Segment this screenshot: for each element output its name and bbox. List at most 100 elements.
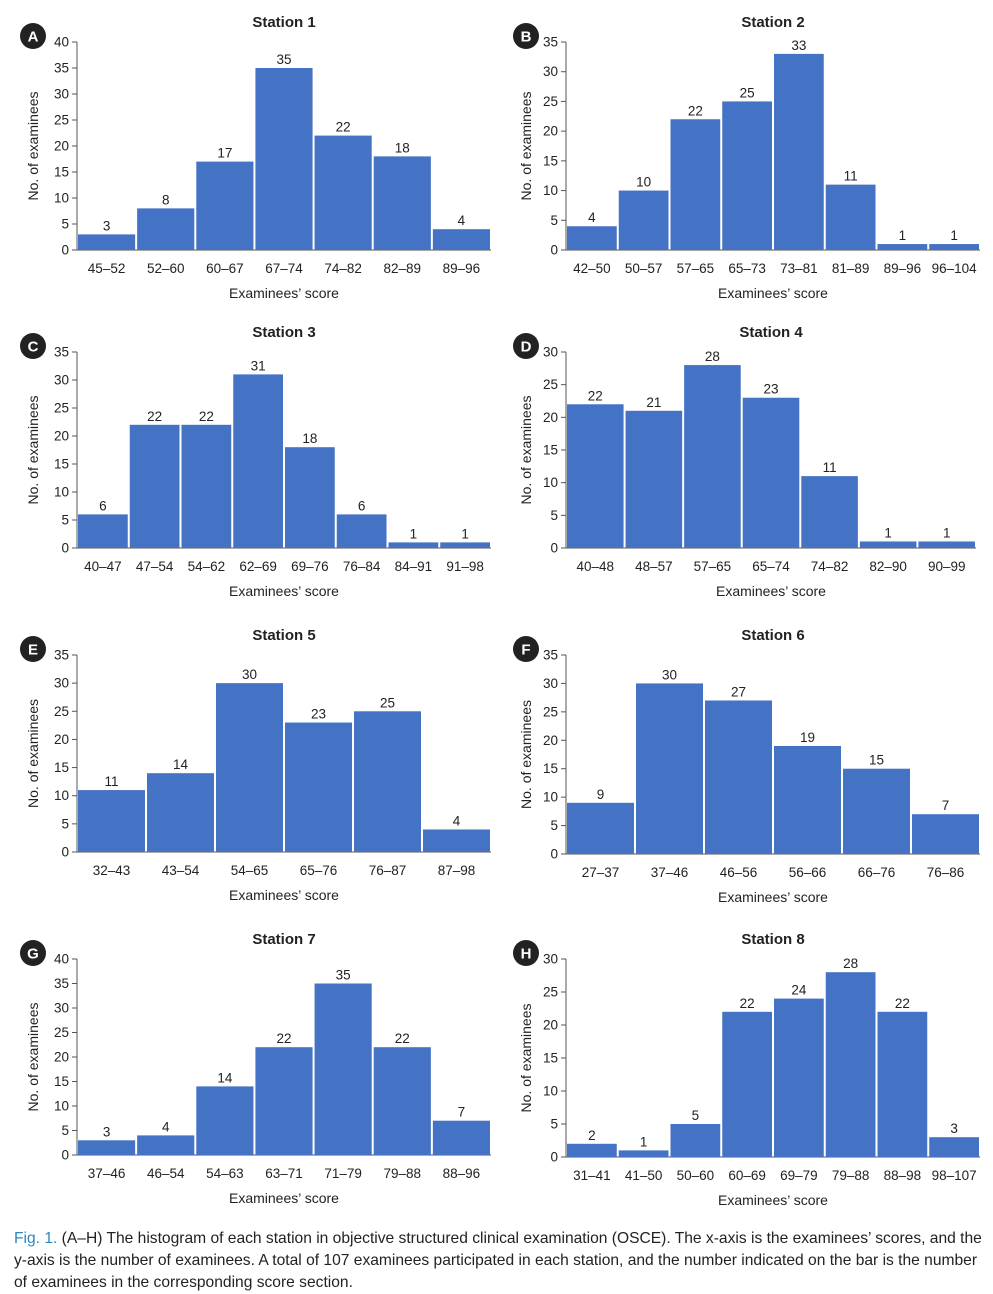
panel-badge-circle (513, 940, 539, 966)
y-tick-label: 5 (550, 1117, 558, 1132)
bar-value-label: 22 (199, 409, 214, 424)
x-tick-label: 40–47 (84, 559, 122, 574)
x-tick-label: 82–89 (384, 261, 422, 276)
y-axis-label: No. of examinees (25, 396, 41, 505)
bar-value-label: 19 (800, 730, 815, 745)
histogram-bar (929, 1137, 979, 1157)
x-tick-label: 79–88 (384, 1166, 422, 1181)
panel-badge-label: G (27, 946, 39, 963)
histogram-svg: D Station 4 No. of examinees 0 5 10 15 20 25 30 22… (513, 324, 976, 599)
x-tick-label: 52–60 (147, 261, 185, 276)
bar-value-label: 22 (688, 103, 703, 118)
histogram-bar (137, 1135, 195, 1155)
panel-badge: B (513, 23, 539, 49)
bar-value-label: 22 (740, 996, 755, 1011)
histogram-bar (336, 514, 387, 548)
bar-value-label: 14 (217, 1070, 233, 1085)
y-tick-label: 15 (54, 165, 69, 180)
histogram-bar (196, 161, 254, 250)
panel-badge-label: D (521, 339, 532, 356)
histogram-bar (440, 542, 490, 548)
x-tick-label: 65–74 (752, 559, 790, 574)
y-tick-label: 25 (54, 704, 69, 719)
histogram-bar (314, 135, 372, 250)
bar-value-label: 22 (276, 1031, 291, 1046)
histogram-bar (216, 683, 283, 852)
bar-value-label: 1 (640, 1134, 648, 1149)
histogram-bar (705, 700, 772, 854)
y-tick-label: 25 (54, 113, 69, 128)
x-tick-label: 66–76 (858, 865, 896, 880)
x-tick-label: 69–76 (291, 559, 329, 574)
panel-badge-label: B (521, 29, 532, 46)
panel-badge-circle (20, 333, 46, 359)
x-tick-label: 37–46 (651, 865, 689, 880)
panel-badge: A (20, 23, 46, 49)
y-tick-label: 0 (550, 243, 558, 258)
bar-value-label: 1 (410, 526, 418, 541)
y-tick-label: 20 (54, 1050, 69, 1065)
histogram-bar (670, 119, 721, 250)
histogram-panel-g: G Station 7 No. of examinees 0 5 10 15 20 25 30 35… (0, 917, 493, 1217)
histogram-panel-a: A Station 1 No. of examinees 0 5 10 15 20 25 30 35… (0, 0, 493, 301)
y-tick-label: 20 (543, 410, 558, 425)
x-tick-label: 27–37 (582, 865, 620, 880)
x-tick-label: 57–65 (694, 559, 732, 574)
histogram-bar (567, 1143, 617, 1157)
bar-value-label: 6 (358, 498, 366, 513)
y-tick-label: 15 (543, 1051, 558, 1066)
y-tick-label: 35 (54, 648, 69, 663)
bar-value-label: 11 (104, 774, 118, 789)
histogram-bar (388, 542, 439, 548)
bar-value-label: 22 (395, 1031, 410, 1046)
histogram-bar (78, 1140, 136, 1155)
histogram-bar (877, 1011, 928, 1157)
x-tick-label: 96–104 (932, 261, 978, 276)
histogram-bar (78, 790, 145, 852)
y-tick-label: 10 (54, 1099, 69, 1114)
histogram-bar (181, 424, 232, 548)
x-tick-label: 54–65 (231, 863, 269, 878)
panel-badge-label: F (521, 642, 530, 659)
bar-value-label: 22 (895, 996, 910, 1011)
figure-label: Fig. 1. (14, 1229, 58, 1247)
x-tick-label: 31–41 (573, 1168, 611, 1183)
bar-value-label: 23 (763, 382, 778, 397)
y-tick-label: 15 (543, 153, 558, 168)
histogram-bar (774, 53, 824, 251)
x-tick-label: 76–87 (369, 863, 407, 878)
histogram-panel-d: D Station 4 No. of examinees 0 5 10 15 20 25 30 22… (493, 310, 986, 610)
histogram-bar (255, 1047, 313, 1155)
y-tick-label: 20 (543, 733, 558, 748)
y-tick-label: 25 (543, 985, 558, 1000)
x-tick-label: 41–50 (625, 1168, 663, 1183)
y-tick-label: 0 (550, 1150, 558, 1165)
histogram-bar (129, 424, 180, 548)
histogram-bar (684, 365, 741, 548)
histogram-bar (147, 773, 214, 852)
x-tick-label: 87–98 (438, 863, 476, 878)
y-tick-label: 0 (61, 845, 69, 860)
histogram-bar (722, 101, 772, 250)
histogram-svg: F Station 6 No. of examinees 0 5 10 15 20 25 30 35… (513, 627, 980, 905)
histogram-bar (78, 514, 128, 548)
y-tick-label: 5 (550, 213, 558, 228)
y-tick-label: 20 (54, 429, 69, 444)
y-tick-label: 15 (54, 457, 69, 472)
x-tick-label: 76–84 (343, 559, 381, 574)
bar-value-label: 15 (869, 753, 884, 768)
histogram-bar (423, 829, 490, 852)
x-tick-label: 46–56 (720, 865, 758, 880)
bar-value-label: 3 (103, 218, 111, 233)
histogram-panel-c: C Station 3 No. of examinees 0 5 10 15 20 25 30 35… (0, 310, 493, 610)
y-axis-label: No. of examinees (25, 699, 41, 808)
histogram-bar (196, 1086, 254, 1155)
y-tick-label: 5 (61, 816, 69, 831)
chart-title: Station 3 (252, 324, 315, 341)
x-tick-label: 46–54 (147, 1166, 185, 1181)
panel-badge: H (513, 940, 539, 966)
histogram-bar (373, 156, 431, 250)
panel-badge-circle (513, 333, 539, 359)
chart-title: Station 8 (741, 931, 804, 948)
